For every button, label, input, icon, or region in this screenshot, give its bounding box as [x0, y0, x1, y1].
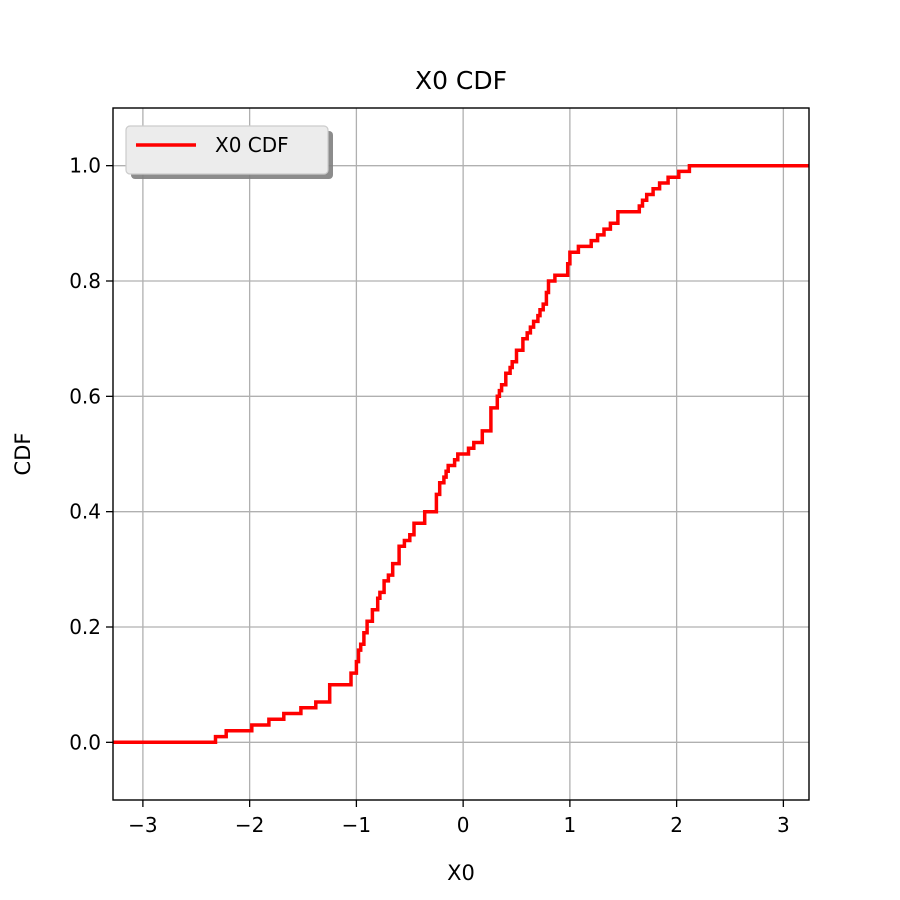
x-tick-label: −1 — [342, 813, 371, 837]
y-tick-label: 1.0 — [69, 154, 101, 178]
y-axis-title: CDF — [11, 433, 35, 476]
x-tick-label: 1 — [564, 813, 577, 837]
y-tick-label: 0.6 — [69, 384, 101, 408]
y-tick-label: 0.8 — [69, 269, 101, 293]
x-tick-label: 2 — [670, 813, 683, 837]
cdf-series-line — [113, 163, 809, 745]
x-tick-label: 0 — [457, 813, 470, 837]
x-tick-label: −3 — [128, 813, 157, 837]
plot-frame — [112, 107, 810, 801]
y-tick-label: 0.2 — [69, 615, 101, 639]
x-tick-label: −2 — [235, 813, 264, 837]
tick-layer: −3 −2 −1 0 1 2 3 0.0 0.2 0.4 0.6 0.8 1.0 — [69, 154, 790, 837]
x-axis-title: X0 — [447, 861, 475, 885]
chart-title: X0 CDF — [415, 66, 507, 95]
y-tick-label: 0.4 — [69, 500, 101, 524]
x-tick-label: 3 — [777, 813, 790, 837]
legend-label: X0 CDF — [215, 133, 289, 157]
y-tick-label: 0.0 — [69, 730, 101, 754]
legend-box — [125, 125, 329, 175]
series-layer — [113, 163, 809, 745]
legend: X0 CDF — [125, 125, 333, 179]
